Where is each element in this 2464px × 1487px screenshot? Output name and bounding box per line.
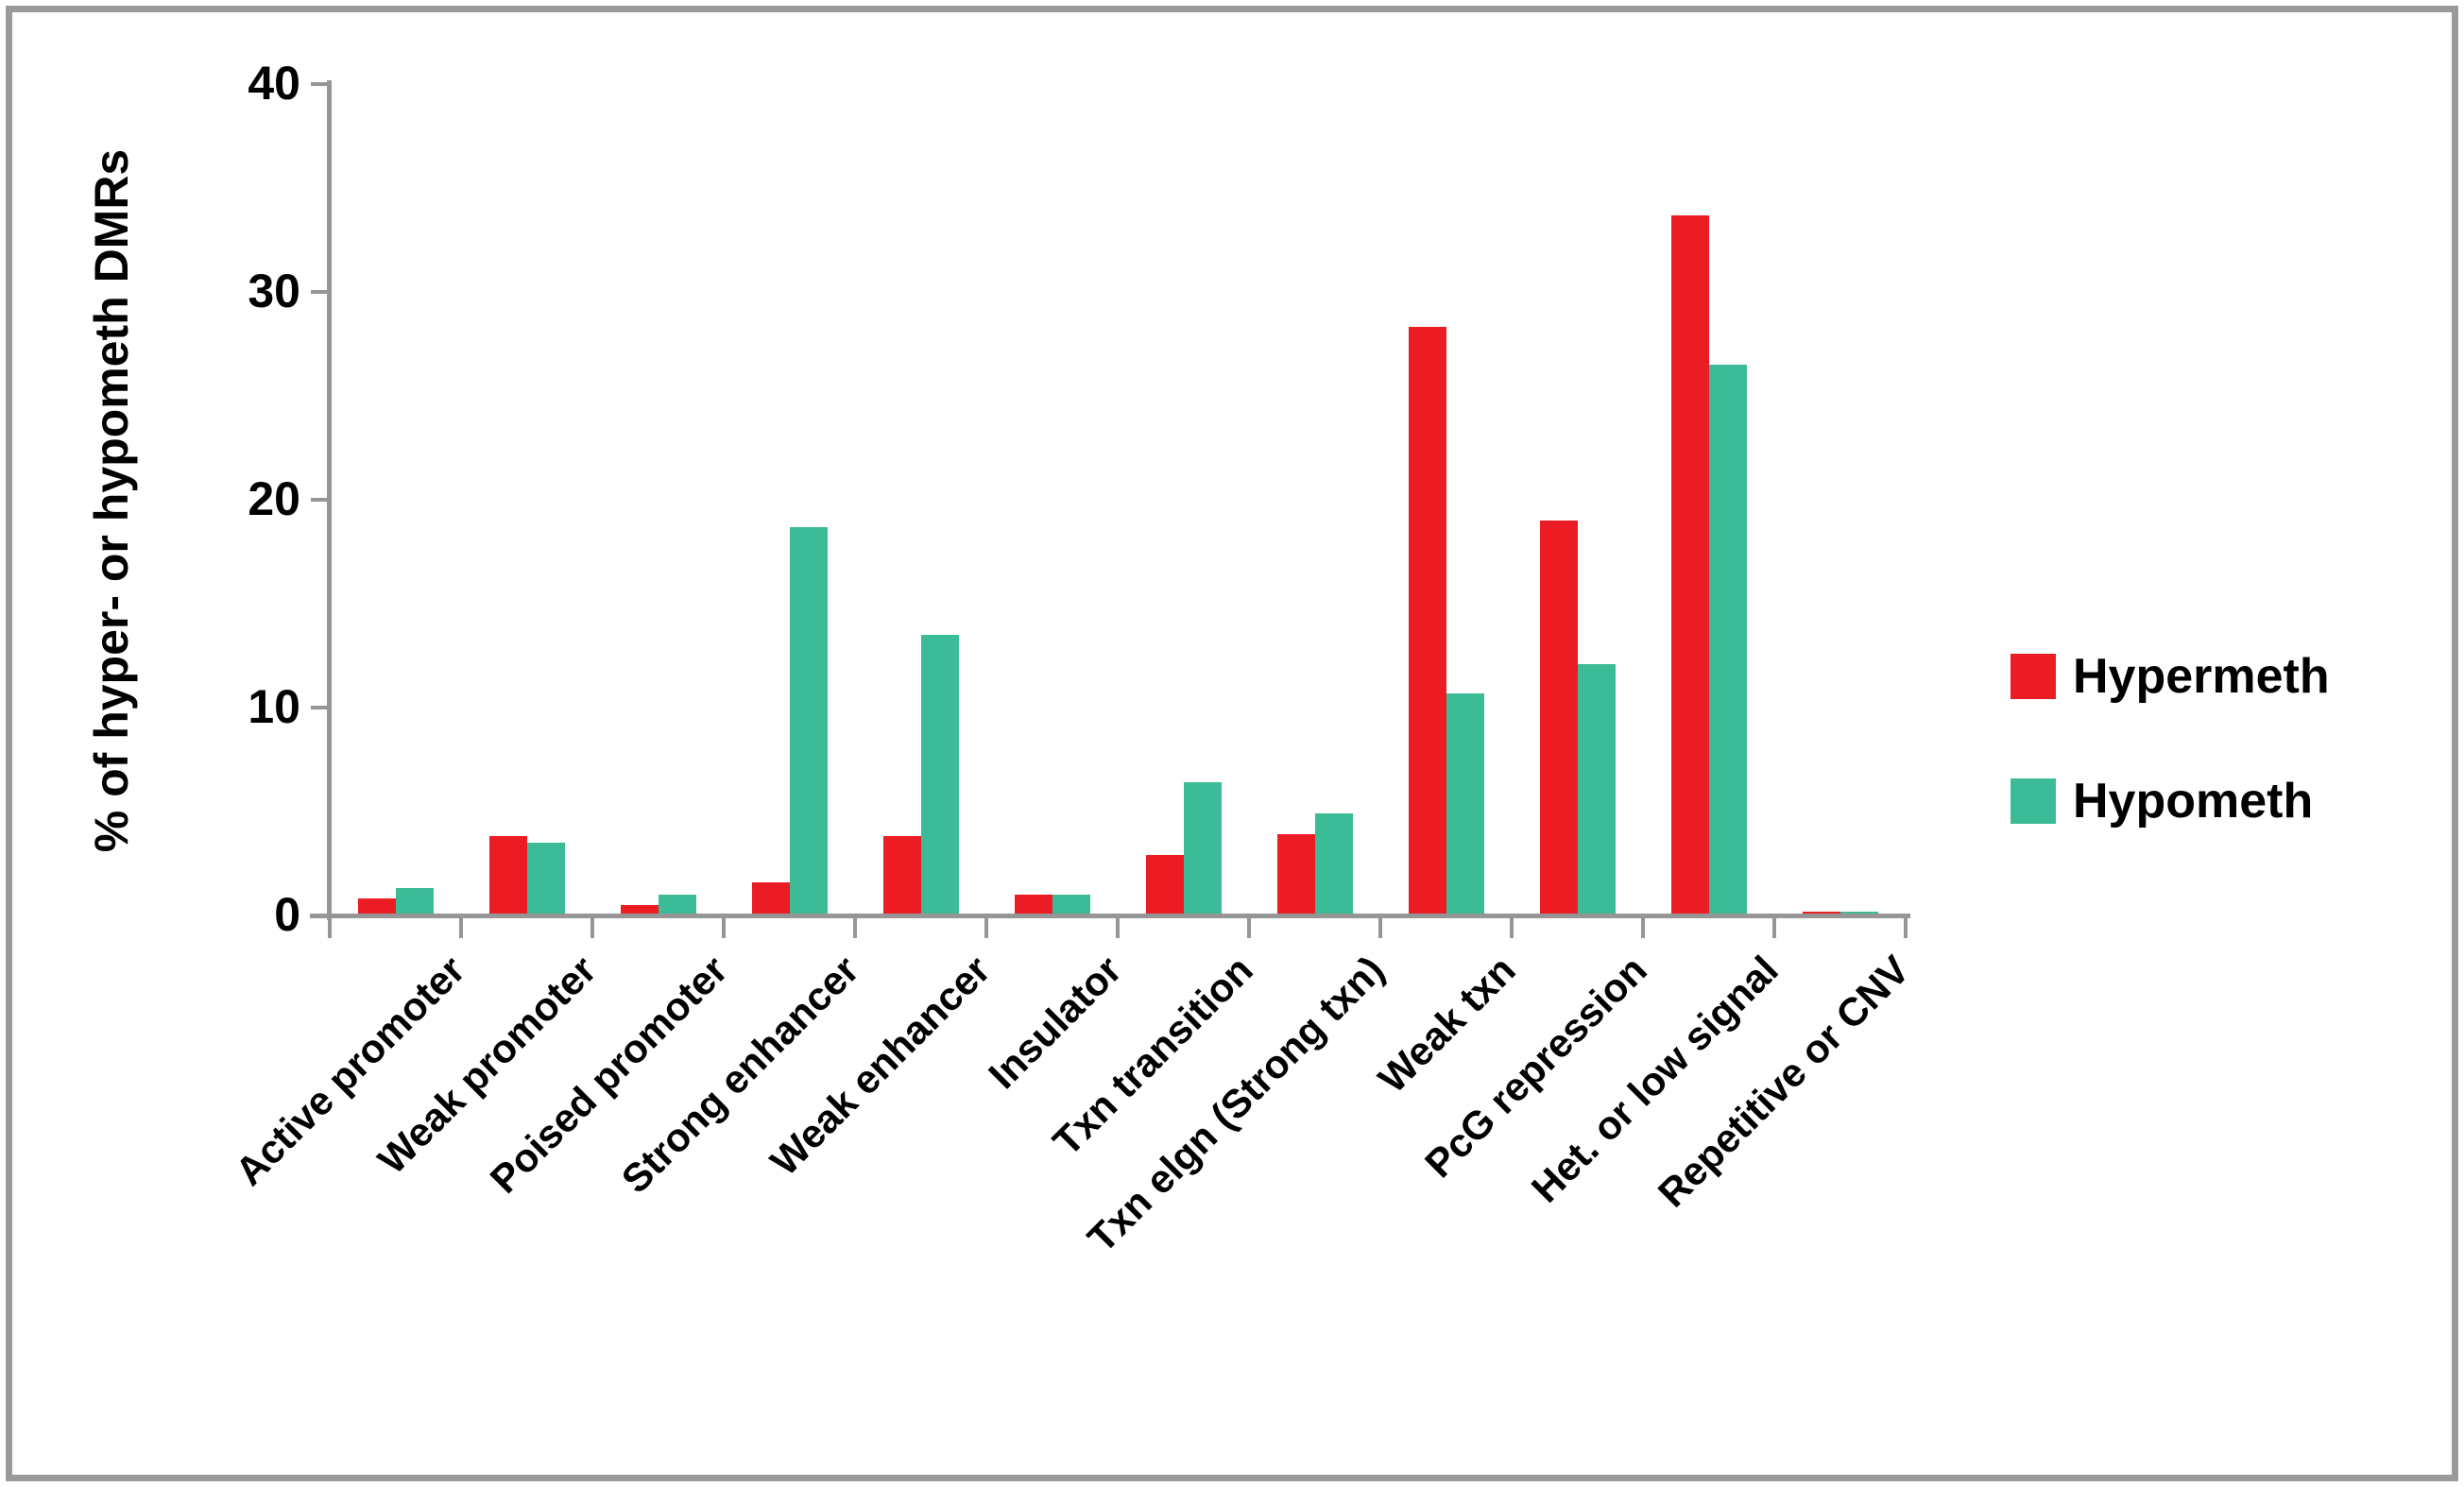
y-tick-label-30: 30 [248,265,300,317]
bar-hypometh-1 [396,888,434,915]
x-tick-mark [328,915,332,938]
y-tick-label-40: 40 [248,57,300,110]
bar-hypermeth-6 [1015,895,1052,915]
bar-hypometh-2 [527,843,565,915]
x-tick-mark [853,915,857,938]
y-tick-label-0: 0 [274,888,300,941]
x-tick-mark [1641,915,1645,938]
y-tick-mark-10 [311,706,330,709]
x-tick-mark [1378,915,1382,938]
y-tick-mark-0 [311,914,330,917]
x-tick-mark [984,915,988,938]
bar-hypermeth-9 [1409,327,1446,915]
bar-hypometh-10 [1578,664,1616,915]
y-tick-label-10: 10 [248,680,300,733]
bar-hypometh-8 [1315,813,1353,915]
bar-hypermeth-1 [358,898,396,915]
bar-hypermeth-7 [1146,855,1184,915]
legend-label-hypermeth: Hypermeth [2073,649,2330,704]
x-tick-mark [1247,915,1251,938]
bar-hypermeth-4 [752,882,790,915]
x-tick-mark [590,915,594,938]
bar-hypometh-5 [921,635,959,915]
y-tick-mark-30 [311,290,330,294]
legend-swatch-hypometh [2011,778,2056,824]
y-tick-mark-20 [311,498,330,502]
x-tick-mark [1116,915,1120,938]
bar-hypermeth-8 [1277,834,1315,915]
legend-label-hypometh: Hypometh [2073,774,2314,829]
x-tick-mark [1904,915,1908,938]
figure-border [6,6,2458,1481]
x-tick-mark [722,915,726,938]
bar-hypometh-11 [1709,365,1747,915]
bar-hypermeth-5 [883,836,921,915]
bar-hypometh-7 [1184,782,1222,915]
x-tick-mark [459,915,463,938]
bar-hypometh-6 [1052,895,1090,915]
x-tick-mark [1772,915,1776,938]
x-axis-line [310,914,1910,918]
bar-hypermeth-10 [1540,521,1578,915]
x-tick-mark [1510,915,1514,938]
bar-hypermeth-11 [1671,215,1709,915]
bar-hypometh-9 [1446,693,1484,915]
y-tick-mark-40 [311,82,330,86]
y-tick-label-20: 20 [248,472,300,525]
bar-hypometh-4 [790,527,828,915]
bar-hypometh-3 [659,895,696,915]
bar-hypermeth-2 [489,836,527,915]
bar-hypermeth-3 [621,905,659,915]
legend-swatch-hypermeth [2011,654,2056,699]
